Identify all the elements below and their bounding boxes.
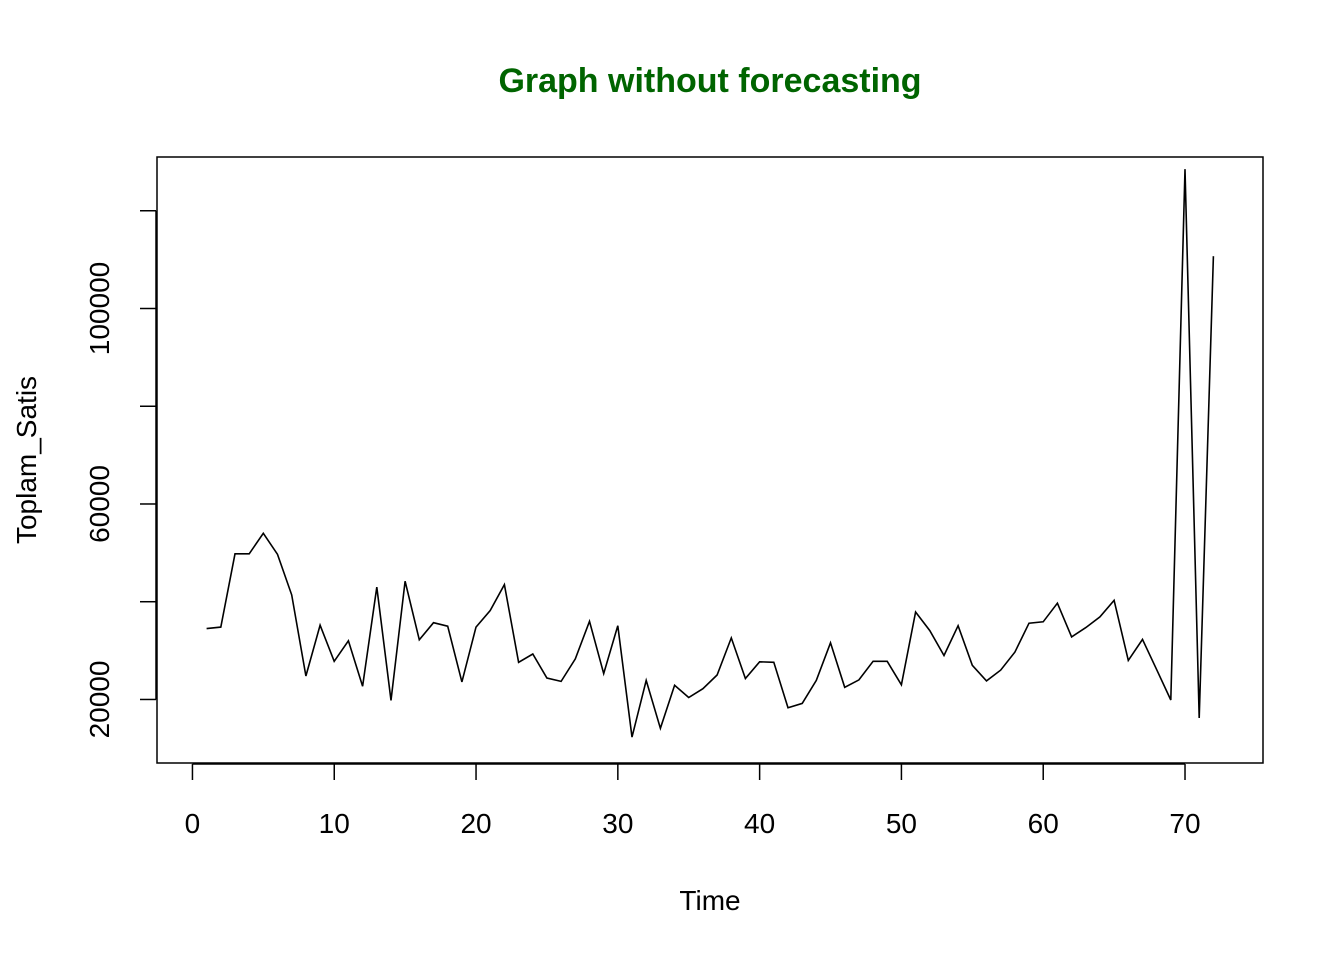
x-tick-label: 20 (460, 808, 491, 839)
x-tick-label: 10 (319, 808, 350, 839)
y-axis-label: Toplam_Satis (11, 376, 42, 544)
x-axis: 0 10 20 30 40 50 60 70 (185, 763, 1201, 839)
x-tick-label: 40 (744, 808, 775, 839)
x-axis-label: Time (679, 885, 740, 916)
x-tick-label: 50 (886, 808, 917, 839)
y-tick-label: 60000 (84, 465, 115, 543)
x-tick-label: 0 (185, 808, 201, 839)
y-tick-label: 20000 (84, 661, 115, 739)
plot-frame (156, 156, 1264, 764)
x-tick-label: 60 (1028, 808, 1059, 839)
x-tick-label: 70 (1169, 808, 1200, 839)
chart-title: Graph without forecasting (498, 62, 921, 100)
x-tick-label: 30 (602, 808, 633, 839)
y-tick-label: 100000 (84, 262, 115, 355)
y-axis: 20000 60000 100000 (84, 210, 157, 739)
series-line (206, 169, 1215, 738)
